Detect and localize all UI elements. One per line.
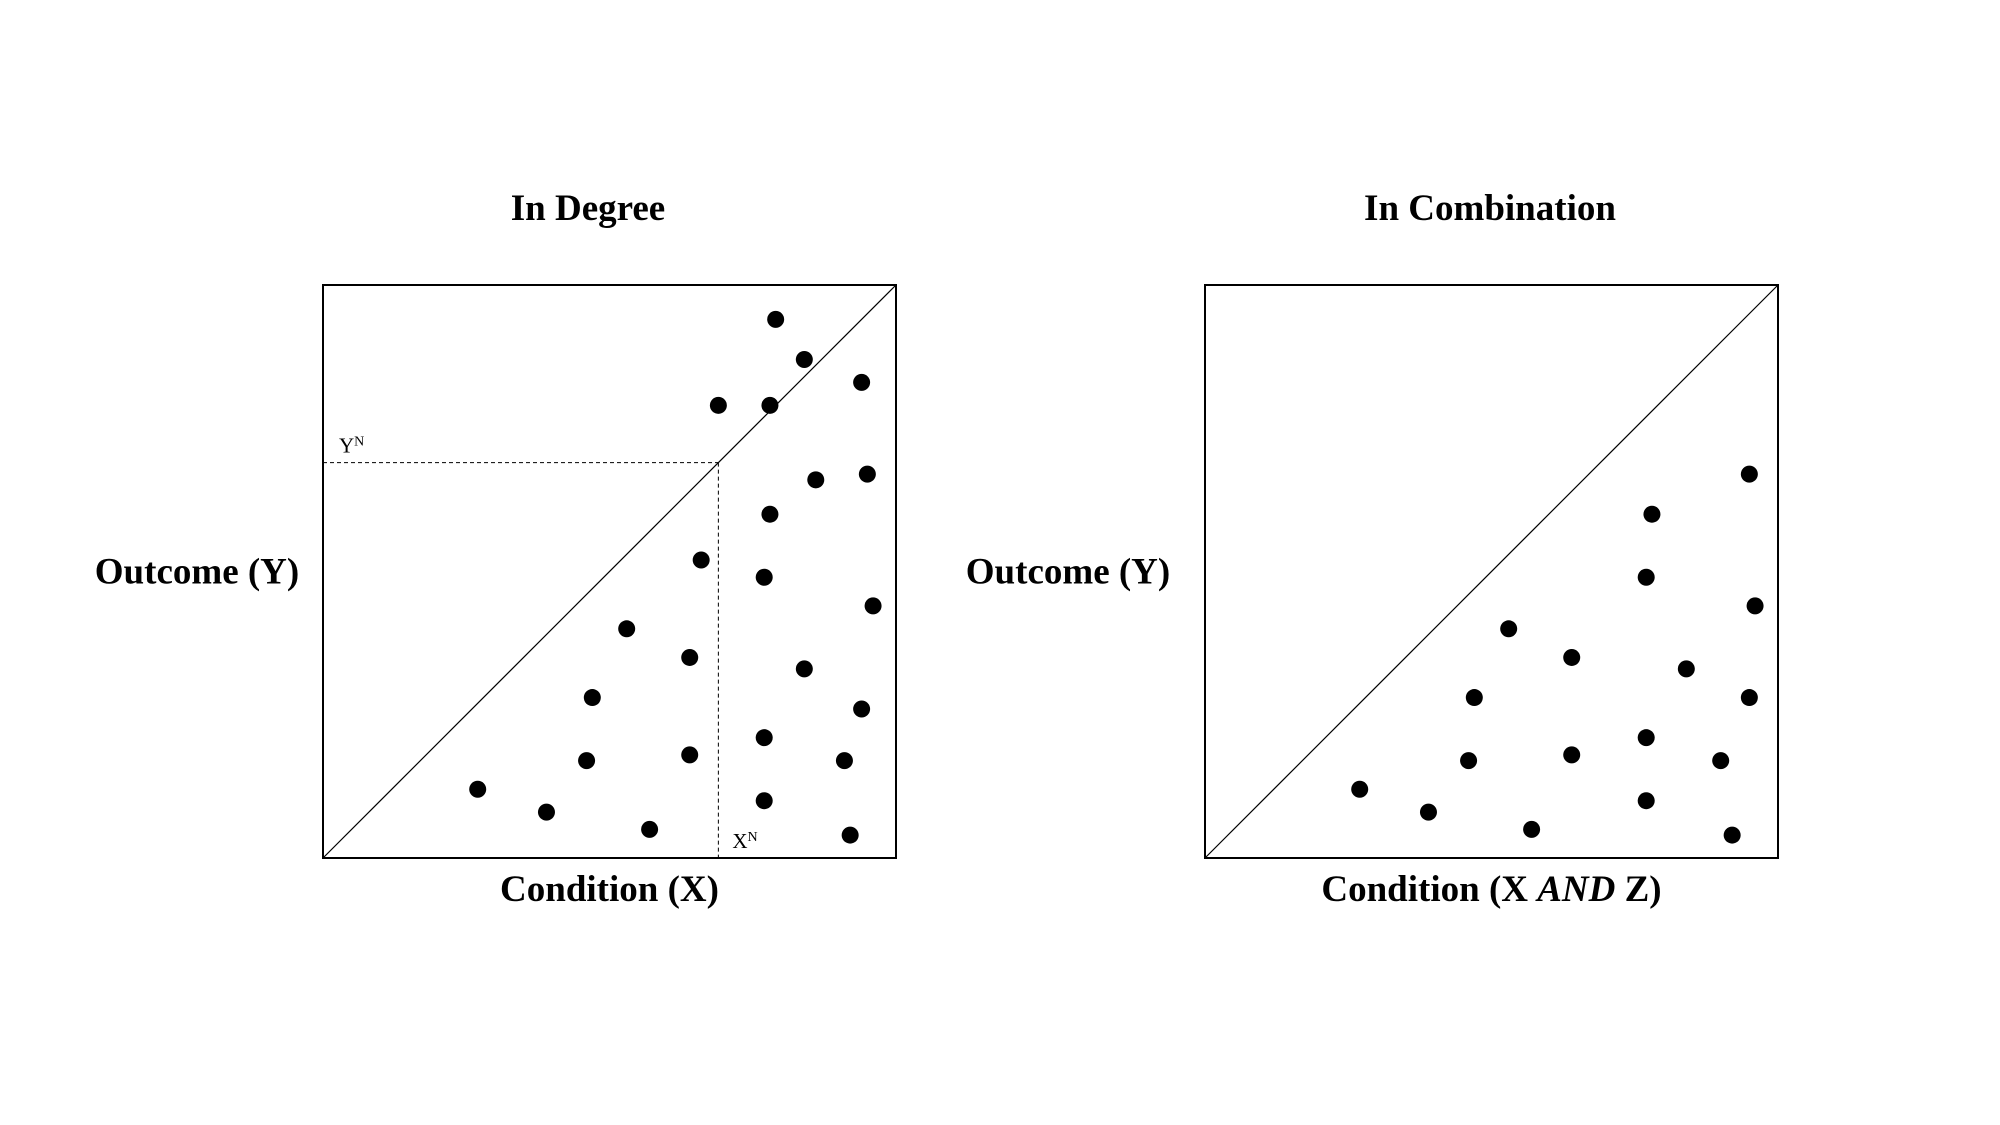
y-axis-label: Outcome (Y) — [966, 552, 1170, 593]
data-point — [835, 752, 853, 770]
data-point — [1419, 803, 1437, 821]
chart-title: In Degree — [511, 188, 665, 229]
data-point — [1643, 505, 1661, 523]
diagonal-line — [1204, 284, 1779, 859]
data-point — [841, 826, 859, 844]
data-point — [761, 505, 779, 523]
data-point — [1563, 746, 1581, 764]
x-axis-label: Condition (X AND Z) — [1321, 869, 1661, 910]
x-axis-label: Condition (X) — [500, 869, 719, 910]
data-point — [709, 396, 727, 414]
data-point — [1637, 568, 1655, 586]
data-point — [755, 792, 773, 810]
data-point — [641, 820, 659, 838]
data-point — [795, 660, 813, 678]
data-point — [853, 700, 871, 718]
data-point — [853, 373, 871, 391]
data-point — [1500, 620, 1518, 638]
data-point — [1523, 820, 1541, 838]
data-point — [767, 310, 785, 328]
data-point — [1712, 752, 1730, 770]
data-point — [755, 568, 773, 586]
data-point — [795, 350, 813, 368]
data-point — [1677, 660, 1695, 678]
data-point — [1563, 648, 1581, 666]
data-point — [692, 551, 710, 569]
chart-panel-1: In Degree YN XN Outcome (Y) Condition (X) — [95, 188, 897, 910]
diagonal-line — [322, 284, 897, 859]
data-point — [469, 780, 487, 798]
data-point — [1637, 792, 1655, 810]
data-point — [583, 689, 601, 707]
reference-label-x: XN — [732, 829, 757, 853]
data-point — [1637, 729, 1655, 747]
reference-label-y: YN — [339, 434, 364, 458]
data-point — [1351, 780, 1369, 798]
plot-frame — [1204, 284, 1779, 859]
chart-title: In Combination — [1364, 188, 1616, 229]
data-point — [761, 396, 779, 414]
data-point — [807, 471, 825, 489]
data-point — [1746, 597, 1764, 615]
data-point — [681, 648, 699, 666]
data-point — [858, 465, 876, 483]
data-point — [618, 620, 636, 638]
data-point — [1740, 689, 1758, 707]
data-point — [1723, 826, 1741, 844]
data-point — [1465, 689, 1483, 707]
data-point — [1740, 465, 1758, 483]
data-point — [864, 597, 882, 615]
y-axis-label: Outcome (Y) — [95, 552, 299, 593]
chart-panel-2: In Combination Outcome (Y) Condition (X AN… — [966, 188, 1779, 910]
data-point — [578, 752, 596, 770]
data-point — [1460, 752, 1478, 770]
data-point — [537, 803, 555, 821]
plot-frame — [322, 284, 897, 859]
data-point — [755, 729, 773, 747]
data-point — [681, 746, 699, 764]
